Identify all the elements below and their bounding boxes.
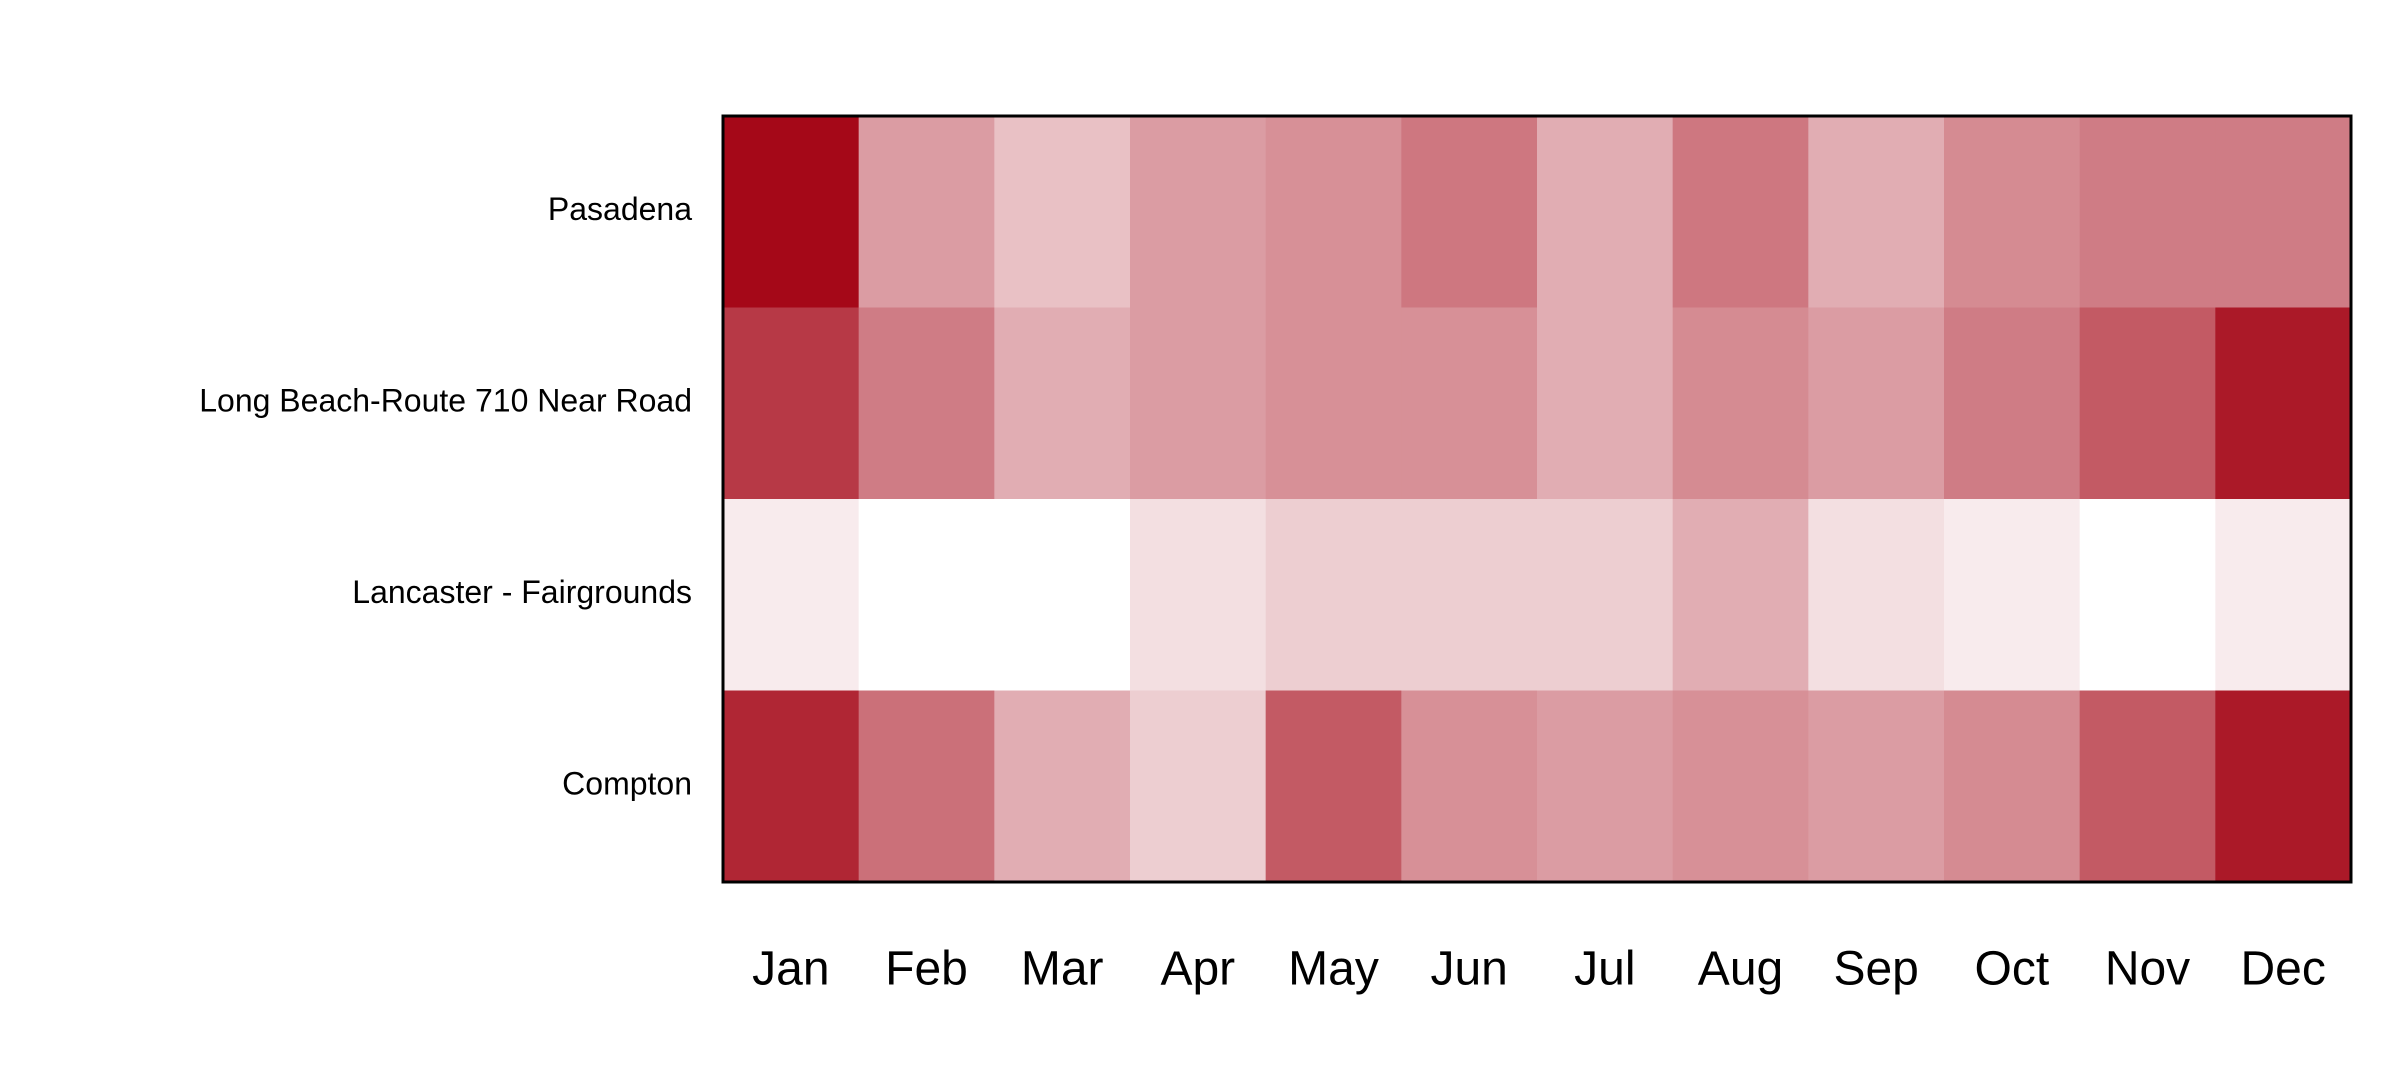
- y-tick-label: Compton: [562, 766, 692, 802]
- heat-cell: [1265, 116, 1402, 308]
- heat-cell: [1265, 499, 1402, 691]
- heat-cell: [994, 499, 1131, 691]
- y-tick-label: Long Beach-Route 710 Near Road: [199, 383, 692, 419]
- x-tick-label: Aug: [1698, 943, 1783, 996]
- x-tick-label: Jun: [1430, 943, 1507, 996]
- heat-cell: [994, 690, 1131, 883]
- x-tick-label: Jan: [752, 943, 829, 996]
- heat-cell: [1537, 307, 1674, 500]
- heat-cell: [1537, 690, 1674, 883]
- heat-cell: [1401, 690, 1538, 883]
- heat-cell: [1808, 116, 1945, 308]
- heat-cell: [1265, 307, 1402, 500]
- heat-cell: [1808, 307, 1945, 500]
- heat-cell: [858, 116, 995, 308]
- heat-cell: [723, 690, 860, 883]
- heat-cell: [1401, 307, 1538, 500]
- heat-cell: [858, 690, 995, 883]
- x-tick-label: Jul: [1574, 943, 1635, 996]
- heat-cell: [723, 116, 860, 308]
- cells: [723, 116, 2352, 883]
- heat-cell: [994, 116, 1131, 308]
- heat-cell: [2215, 499, 2352, 691]
- heat-cell: [1130, 307, 1267, 500]
- heat-cell: [1130, 690, 1267, 883]
- heat-cell: [1672, 499, 1809, 691]
- heat-cell: [1130, 116, 1267, 308]
- x-tick-label: Nov: [2105, 943, 2190, 996]
- heat-cell: [2215, 116, 2352, 308]
- x-tick-label: Oct: [1974, 943, 2049, 996]
- heat-cell: [858, 499, 995, 691]
- heat-cell: [2079, 116, 2216, 308]
- heat-cell: [1672, 307, 1809, 500]
- heat-cell: [1672, 116, 1809, 308]
- y-tick-label: Lancaster - Fairgrounds: [352, 574, 692, 610]
- x-tick-label: Dec: [2240, 943, 2325, 996]
- x-tick-label: May: [1288, 943, 1379, 996]
- heat-cell: [994, 307, 1131, 500]
- heat-cell: [1944, 499, 2081, 691]
- x-tick-label: Apr: [1160, 943, 1235, 996]
- heat-cell: [1808, 499, 1945, 691]
- heat-cell: [2079, 499, 2216, 691]
- heat-cell: [1265, 690, 1402, 883]
- heat-cell: [1537, 116, 1674, 308]
- heat-cell: [2215, 307, 2352, 500]
- y-tick-label: Pasadena: [548, 191, 692, 227]
- heat-cell: [1537, 499, 1674, 691]
- x-tick-label: Feb: [885, 943, 968, 996]
- heat-cell: [723, 499, 860, 691]
- heat-cell: [858, 307, 995, 500]
- heat-cell: [2215, 690, 2352, 883]
- heat-cell: [1401, 499, 1538, 691]
- heat-cell: [1672, 690, 1809, 883]
- heat-cell: [1944, 116, 2081, 308]
- heat-cell: [1130, 499, 1267, 691]
- x-tick-label: Mar: [1021, 943, 1104, 996]
- heat-cell: [2079, 307, 2216, 500]
- heat-cell: [723, 307, 860, 500]
- heat-cell: [2079, 690, 2216, 883]
- plot-frame: [721, 114, 2353, 884]
- heat-cell: [1401, 116, 1538, 308]
- x-tick-label: Sep: [1833, 943, 1918, 996]
- heat-cell: [1944, 690, 2081, 883]
- heat-cell: [1808, 690, 1945, 883]
- heat-cell: [1944, 307, 2081, 500]
